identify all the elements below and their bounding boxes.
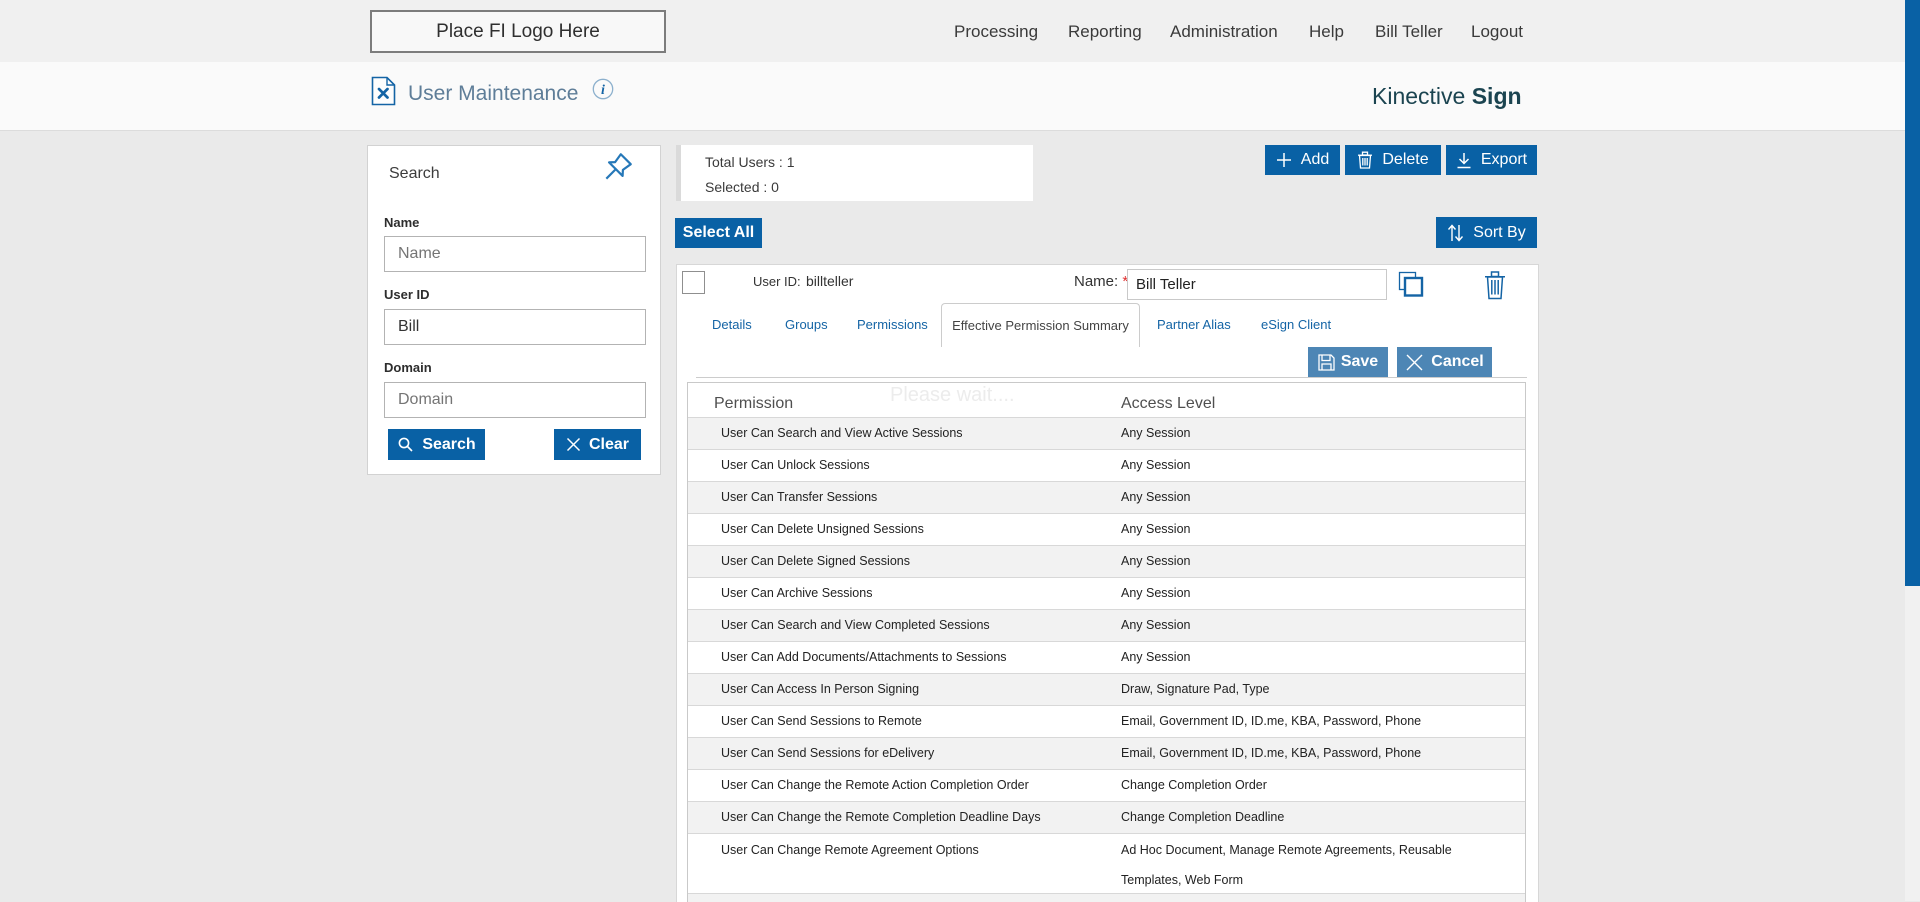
svg-text:i: i [601,83,605,98]
